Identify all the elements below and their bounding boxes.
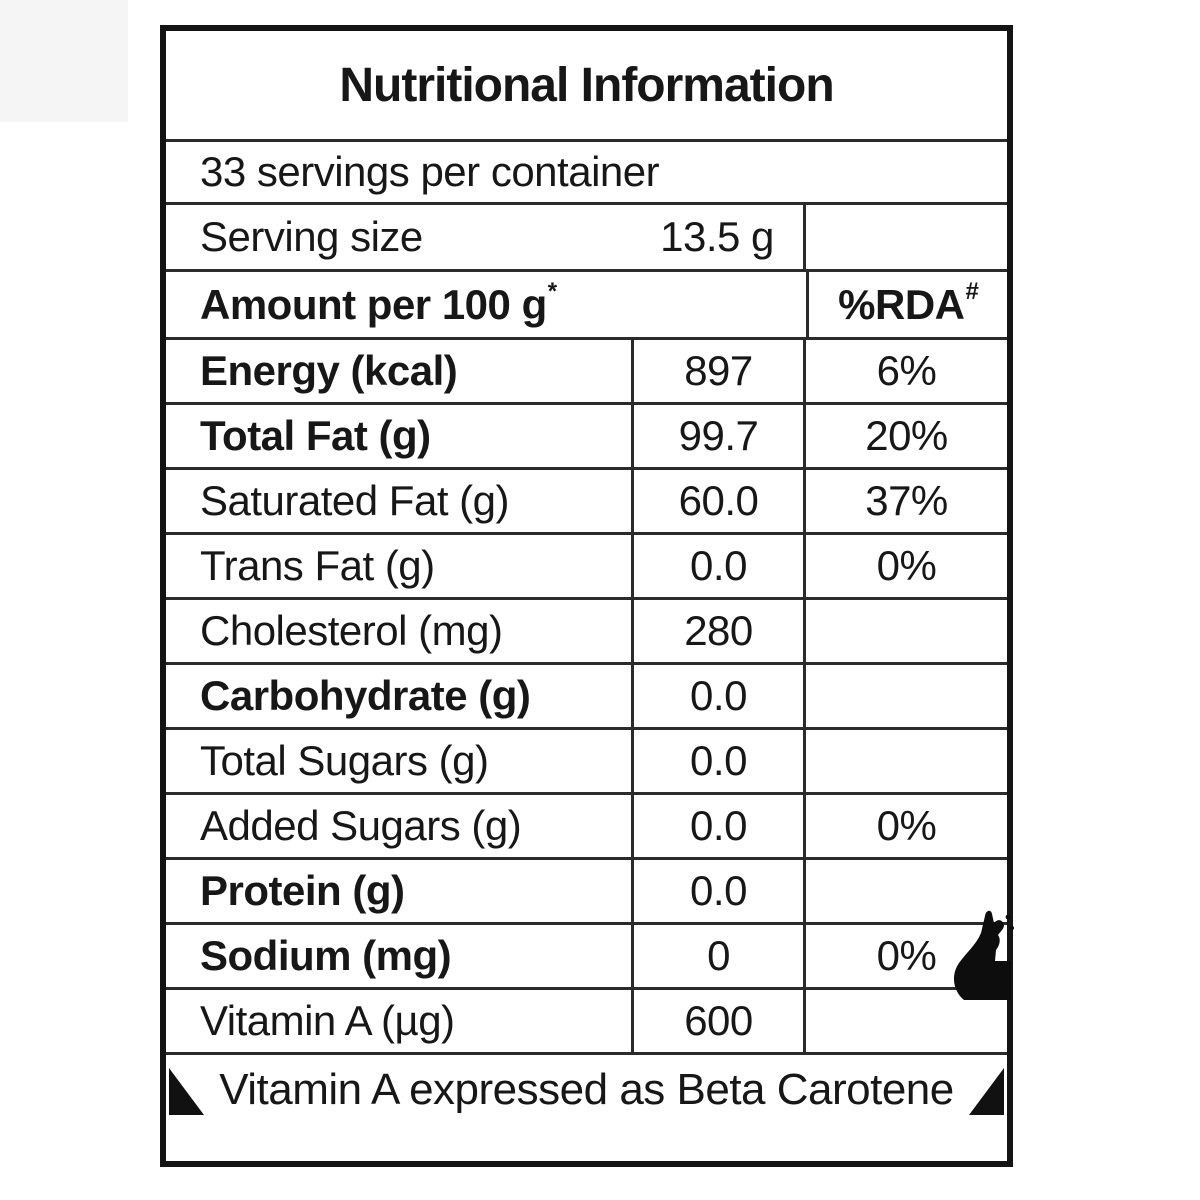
row-value: 0.0 xyxy=(631,730,803,792)
title-row: Nutritional Information xyxy=(166,31,1007,142)
row-value: 600 xyxy=(631,990,803,1052)
serving-size-row: Serving size 13.5 g xyxy=(166,205,1007,272)
row-label: Carbohydrate (g) xyxy=(200,672,531,719)
rda-header-text: %RDA xyxy=(838,280,965,328)
row-value: 60.0 xyxy=(631,470,803,532)
corner-wedge-left-icon xyxy=(169,1068,204,1115)
row-label: Vitamin A (µg) xyxy=(200,997,455,1044)
row-value: 99.7 xyxy=(631,405,803,467)
table-row: Saturated Fat (g) 60.0 37% xyxy=(166,470,1007,535)
rda-header-label: %RDA # xyxy=(806,272,1007,337)
table-row: Vitamin A (µg) 600 xyxy=(166,990,1007,1055)
amount-header-text: Amount per 100 g xyxy=(200,280,547,328)
serving-size-value: 13.5 g xyxy=(660,213,774,260)
row-rda xyxy=(803,665,1007,727)
amount-header-row: Amount per 100 g * %RDA # xyxy=(166,272,1007,340)
row-value: 0.0 xyxy=(631,860,803,922)
table-row: Protein (g) 0.0 xyxy=(166,860,1007,925)
row-rda xyxy=(803,990,1007,1052)
row-label: Added Sugars (g) xyxy=(200,802,522,849)
row-value: 897 xyxy=(631,340,803,402)
table-row: Cholesterol (mg) 280 xyxy=(166,600,1007,665)
table-row: Total Fat (g) 99.7 20% xyxy=(166,405,1007,470)
table-row: Total Sugars (g) 0.0 xyxy=(166,730,1007,795)
row-label: Total Sugars (g) xyxy=(200,737,489,784)
row-label: Total Fat (g) xyxy=(200,412,431,459)
row-rda xyxy=(803,860,1007,922)
row-rda: 20% xyxy=(803,405,1007,467)
servings-row: 33 servings per container xyxy=(166,142,1007,205)
row-value: 0.0 xyxy=(631,795,803,857)
footnote-row: Vitamin A expressed as Beta Carotene xyxy=(166,1055,1007,1161)
row-rda xyxy=(803,730,1007,792)
corner-wedge-right-icon xyxy=(969,1068,1004,1115)
row-label: Sodium (mg) xyxy=(200,932,452,979)
row-rda: 6% xyxy=(803,340,1007,402)
row-rda: 0% xyxy=(803,795,1007,857)
asterisk-mark: * xyxy=(547,277,558,305)
animal-silhouette-icon xyxy=(953,910,1014,1000)
background-artifact xyxy=(0,0,128,122)
row-rda: 37% xyxy=(803,470,1007,532)
hash-mark: # xyxy=(965,277,979,305)
row-rda xyxy=(803,600,1007,662)
row-value: 0 xyxy=(631,925,803,987)
row-label: Energy (kcal) xyxy=(200,347,458,394)
row-value: 0.0 xyxy=(631,665,803,727)
row-label: Protein (g) xyxy=(200,867,405,914)
table-row: Trans Fat (g) 0.0 0% xyxy=(166,535,1007,600)
row-label: Saturated Fat (g) xyxy=(200,477,509,524)
row-value: 0.0 xyxy=(631,535,803,597)
row-label: Trans Fat (g) xyxy=(200,542,435,589)
row-rda: 0% xyxy=(803,535,1007,597)
serving-size-rda-cell xyxy=(803,205,1007,269)
servings-line: 33 servings per container xyxy=(200,148,660,195)
label-title: Nutritional Information xyxy=(339,58,834,112)
table-row: Added Sugars (g) 0.0 0% xyxy=(166,795,1007,860)
row-label: Cholesterol (mg) xyxy=(200,607,503,654)
footnote-text: Vitamin A expressed as Beta Carotene xyxy=(219,1065,954,1114)
table-row: Sodium (mg) 0 0% xyxy=(166,925,1007,990)
table-row: Carbohydrate (g) 0.0 xyxy=(166,665,1007,730)
row-value: 280 xyxy=(631,600,803,662)
amount-header-label: Amount per 100 g * xyxy=(166,272,806,337)
serving-size-label: Serving size xyxy=(200,213,423,260)
row-rda: 0% xyxy=(803,925,1007,987)
table-row: Energy (kcal) 897 6% xyxy=(166,340,1007,405)
nutrition-label: Nutritional Information 33 servings per … xyxy=(160,25,1013,1167)
